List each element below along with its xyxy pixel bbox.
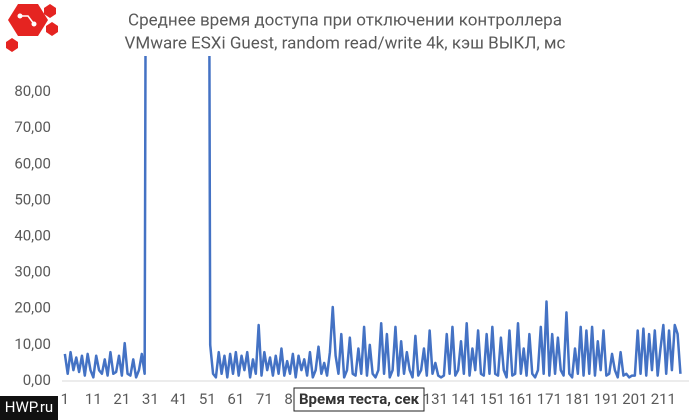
watermark-box — [0, 396, 58, 420]
watermark: HWP.ru — [5, 398, 53, 416]
x-tick-label: 211 — [651, 390, 676, 408]
y-tick-label: 0,00 — [23, 371, 51, 389]
y-tick-label: 50,00 — [14, 190, 51, 208]
x-tick-label: 151 — [480, 390, 505, 408]
x-tick-label: 181 — [565, 390, 590, 408]
y-tick-label: 80,00 — [14, 82, 51, 100]
y-tick-label: 20,00 — [14, 299, 51, 317]
chart-subtitle: VMware ESXi Guest, random read/write 4k,… — [125, 33, 566, 53]
y-tick-label: 10,00 — [14, 335, 51, 353]
y-tick-label: 60,00 — [14, 154, 51, 172]
x-tick-label: 61 — [227, 390, 244, 408]
x-tick-label: 71 — [256, 390, 273, 408]
x-tick-label: 51 — [199, 390, 216, 408]
x-tick-label: 191 — [594, 390, 619, 408]
x-tick-label: 131 — [423, 390, 448, 408]
x-tick-label: 141 — [451, 390, 476, 408]
x-tick-label: 31 — [142, 390, 159, 408]
y-tick-label: 40,00 — [14, 227, 51, 245]
x-tick-label: 1 — [61, 390, 69, 408]
logo — [6, 4, 58, 52]
x-tick-label: 41 — [170, 390, 187, 408]
x-axis-title-box — [293, 387, 425, 412]
x-axis-title: Время теста, сек — [299, 390, 420, 408]
y-tick-label: 70,00 — [14, 118, 51, 136]
chart-title: Среднее время доступа при отключении кон… — [128, 10, 562, 30]
x-tick-label: 21 — [113, 390, 130, 408]
x-tick-label: 161 — [508, 390, 533, 408]
y-tick-label: 30,00 — [14, 263, 51, 281]
x-tick-label: 11 — [85, 390, 102, 408]
x-tick-label: 171 — [537, 390, 562, 408]
data-line — [63, 56, 682, 379]
x-tick-label: 201 — [622, 390, 647, 408]
